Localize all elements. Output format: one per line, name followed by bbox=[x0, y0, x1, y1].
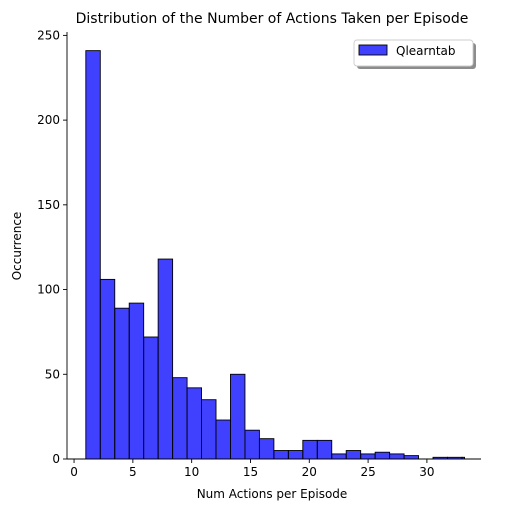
histogram-bar bbox=[331, 453, 347, 460]
histogram-bar bbox=[201, 399, 217, 460]
chart-title: Distribution of the Number of Actions Ta… bbox=[76, 11, 469, 27]
y-axis-ticks: 0 50 100 150 200 250 bbox=[37, 28, 67, 466]
legend-swatch bbox=[358, 44, 388, 56]
histogram-bar bbox=[374, 451, 391, 460]
histogram-bar bbox=[273, 450, 289, 460]
histogram-bar bbox=[172, 377, 188, 460]
y-axis-label: Occurrence bbox=[10, 212, 24, 281]
histogram-bar bbox=[128, 302, 145, 460]
histogram-bar bbox=[258, 438, 275, 460]
x-tick-label: 5 bbox=[129, 465, 137, 479]
histogram-bar bbox=[360, 453, 376, 460]
y-tick-label: 150 bbox=[37, 198, 60, 212]
y-tick-label: 0 bbox=[52, 452, 60, 466]
histogram-bar bbox=[403, 455, 419, 460]
histogram-bar bbox=[287, 450, 304, 460]
histogram-bar bbox=[186, 387, 203, 460]
histogram-bar bbox=[114, 307, 130, 460]
x-tick-label: 20 bbox=[302, 465, 317, 479]
histogram-bar bbox=[302, 439, 318, 460]
histogram-bar bbox=[244, 429, 260, 460]
histogram-bar bbox=[389, 453, 405, 460]
y-tick-label: 100 bbox=[37, 283, 60, 297]
histogram-bar bbox=[99, 278, 116, 460]
histogram-bar bbox=[215, 419, 231, 460]
y-tick-label: 50 bbox=[45, 367, 60, 381]
x-tick-label: 10 bbox=[184, 465, 199, 479]
x-tick-label: 30 bbox=[419, 465, 434, 479]
y-tick-label: 200 bbox=[37, 113, 60, 127]
x-axis-ticks: 0 5 10 15 20 25 30 bbox=[70, 459, 435, 479]
y-tick-label: 250 bbox=[37, 28, 60, 42]
legend-label: Qlearntab bbox=[396, 44, 456, 58]
histogram-bar bbox=[316, 439, 333, 460]
legend: Qlearntab bbox=[353, 39, 476, 69]
histogram-bar bbox=[85, 50, 101, 460]
x-tick-label: 0 bbox=[70, 465, 78, 479]
x-tick-label: 15 bbox=[243, 465, 258, 479]
x-tick-label: 25 bbox=[360, 465, 375, 479]
histogram-bar bbox=[230, 373, 246, 460]
histogram-bar bbox=[345, 450, 362, 460]
histogram-bar bbox=[143, 336, 159, 460]
histogram-bar bbox=[157, 258, 174, 460]
x-axis-label: Num Actions per Episode bbox=[197, 487, 348, 501]
histogram-bars bbox=[85, 50, 465, 460]
